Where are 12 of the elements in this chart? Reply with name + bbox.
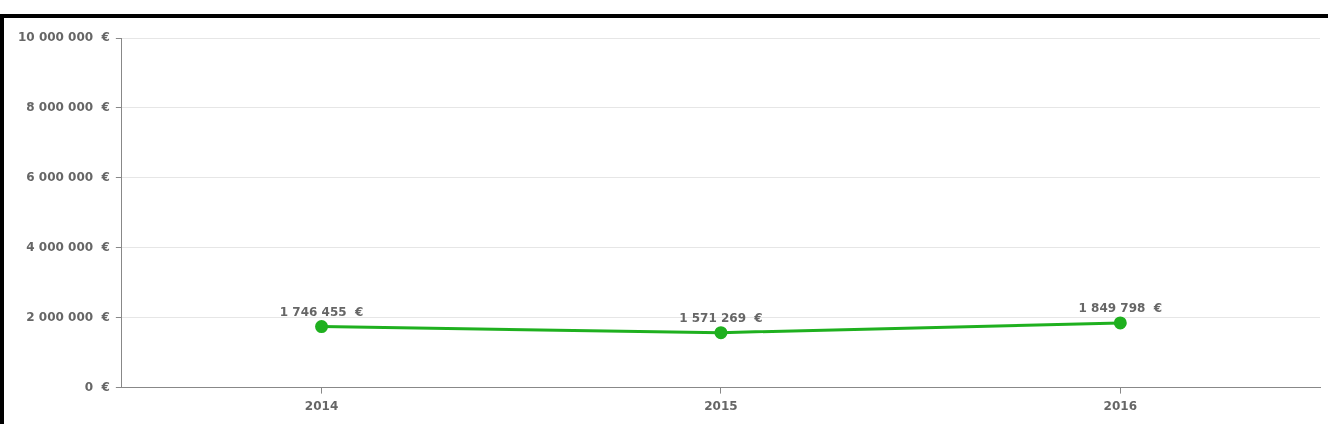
y-tick-label: 0 € — [84, 379, 110, 394]
x-tick-label: 2014 — [304, 398, 339, 413]
data-label: 1 571 269 € — [679, 310, 763, 325]
y-tick-label: 2 000 000 € — [26, 309, 110, 324]
data-label: 1 849 798 € — [1078, 301, 1163, 316]
x-tick-label: 2015 — [704, 398, 738, 413]
y-tick-label: 6 000 000 € — [26, 169, 110, 184]
data-label: 1 746 455 € — [279, 304, 364, 319]
x-tick-label: 2016 — [1103, 398, 1138, 413]
y-tick-label: 8 000 000 € — [26, 100, 110, 115]
y-tick-label: 10 000 000 € — [18, 30, 110, 45]
y-tick-label: 4 000 000 € — [26, 239, 110, 254]
